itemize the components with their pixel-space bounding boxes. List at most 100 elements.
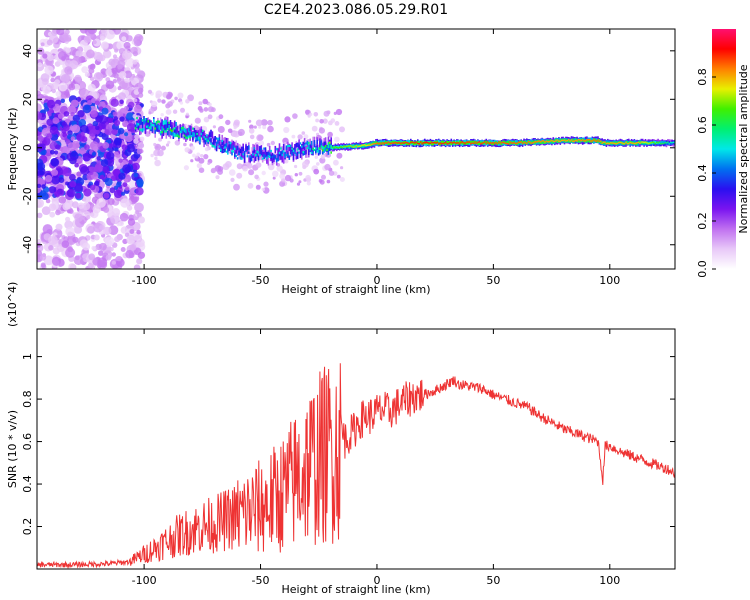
spectrogram-cell [291, 151, 293, 156]
spectrogram-cell [70, 99, 79, 108]
spectrogram-cell [415, 142, 418, 145]
spectrogram-cell [75, 50, 83, 58]
spectrogram-cell [246, 147, 249, 155]
spectrogram-cell [225, 137, 228, 146]
spectrogram-cell [95, 125, 100, 131]
colorbar: 0.0 0.2 0.4 0.6 0.8 Normalized spectral ampl… [696, 29, 750, 278]
spectrogram-cell [375, 141, 377, 144]
spectrogram-cell [95, 130, 100, 135]
spectrogram-cell [123, 41, 131, 49]
spectrogram-cell [438, 143, 440, 145]
spectrogram-cell [103, 226, 112, 236]
spectrogram-cell [229, 169, 236, 176]
spectrogram-cell [139, 128, 141, 131]
spectrogram-cell [327, 131, 333, 138]
spectrogram-cell [190, 132, 193, 137]
spectrogram-cell [510, 142, 513, 144]
spectrogram-cell [42, 224, 53, 235]
spectrogram-cell [324, 145, 327, 148]
spectrogram-cell [51, 88, 56, 94]
spectrogram-cell [38, 143, 46, 151]
spectrogram-cell [356, 146, 359, 148]
spectrogram-cell [237, 128, 245, 136]
spectrogram-cell [173, 127, 176, 130]
spectrogram-cell [157, 149, 164, 157]
spectrogram-cell [667, 141, 669, 145]
spectrogram-cell [112, 54, 118, 59]
spectrogram-cell [344, 145, 346, 147]
spectrogram-cell [657, 142, 659, 144]
spectrogram-cell [203, 138, 205, 143]
spectrogram-cell [44, 106, 50, 112]
spectrogram-cell [134, 127, 137, 130]
spectrogram-cell [153, 124, 155, 127]
spectrogram-cell [107, 117, 114, 124]
spectrogram-cell [643, 141, 645, 144]
spectrogram-cell [168, 124, 170, 130]
spectrogram-cell [539, 141, 542, 145]
spectrogram-cell [318, 179, 323, 183]
spectrogram-cell [104, 178, 113, 186]
spectrogram-cell [566, 139, 569, 142]
spectrogram-cell [119, 99, 124, 105]
spectrogram-cell [256, 144, 258, 152]
spectrogram-cell [241, 153, 243, 158]
spectrogram-cell [148, 111, 152, 115]
spectrogram-cell [253, 125, 257, 129]
spectrogram-cell [661, 140, 664, 144]
spectrogram-cell [485, 140, 488, 144]
spectrogram-cell [408, 143, 411, 145]
spectrogram-cell [159, 130, 162, 134]
x-tick-label: -50 [252, 574, 270, 587]
spectrogram-cell [185, 112, 189, 116]
spectrogram-cell [285, 153, 288, 157]
spectrogram-cell [268, 146, 271, 154]
spectrogram-cell [324, 163, 331, 171]
spectrogram-cell [129, 244, 137, 251]
spectrogram-cell [150, 125, 152, 130]
spectrogram-cell [245, 146, 247, 151]
spectrogram-cell [91, 151, 97, 156]
spectrogram-cell [316, 150, 318, 153]
spectrogram-cell [201, 129, 204, 132]
spectrogram-cell [650, 142, 652, 144]
spectrogram-cell [37, 153, 40, 158]
spectrogram-cell [37, 47, 45, 55]
spectrogram-cell [410, 141, 412, 144]
spectrogram-cell [61, 240, 70, 248]
spectrogram-cell [185, 115, 189, 119]
spectrogram-cell [616, 142, 619, 144]
y-tick-label: 0 [21, 144, 34, 151]
spectrogram-cell [158, 125, 161, 130]
spectrogram-cell [198, 101, 203, 106]
spectrogram-cell [134, 40, 141, 47]
spectrogram-cell [118, 92, 126, 101]
spectrogram-cell [166, 127, 169, 131]
spectrogram-cell [351, 144, 353, 148]
spectrogram-cell [299, 142, 302, 145]
spectrogram-cell [302, 151, 304, 154]
spectrogram-x-label: Height of straight line (km) [281, 283, 430, 296]
spectrogram-cell [544, 141, 546, 143]
spectrogram-cell [211, 131, 214, 139]
spectrogram-cell [662, 142, 665, 145]
spectrogram-cell [158, 137, 163, 142]
spectrogram-cell [171, 129, 173, 133]
spectrogram-cell [507, 143, 510, 145]
spectrogram-cell [572, 138, 574, 142]
spectrogram-cell [87, 225, 95, 234]
spectrogram-cell [270, 140, 275, 146]
spectrogram-cell [221, 141, 223, 146]
spectrogram-cell [187, 127, 190, 133]
spectrogram-cell [296, 151, 299, 159]
spectrogram-cell [653, 141, 655, 146]
spectrogram-cell [595, 140, 598, 142]
spectrogram-cell [151, 123, 154, 127]
spectrogram-cell [429, 142, 432, 145]
spectrogram-cell [118, 172, 126, 180]
spectrogram-cell [252, 153, 254, 158]
spectrogram-cell [577, 138, 580, 141]
spectrogram-cell [101, 107, 109, 115]
spectrogram-cell [138, 87, 144, 94]
spectrogram-cell [74, 213, 83, 223]
